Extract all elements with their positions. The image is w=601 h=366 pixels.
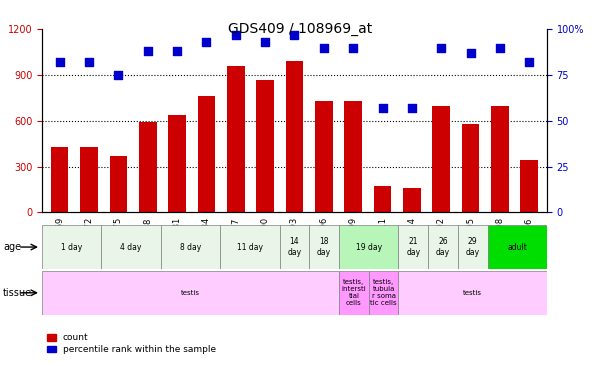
Point (466, 50, 475, 56)
Point (143, 48, 153, 54)
Bar (139, 122, 156, 212)
Bar (433, 105, 450, 212)
Bar (51, 147, 69, 212)
Point (290, 32, 299, 38)
FancyBboxPatch shape (487, 225, 547, 269)
Point (349, 45, 358, 51)
Point (114, 72, 123, 78)
Text: 19 day: 19 day (356, 243, 382, 251)
Bar (344, 101, 362, 212)
Text: 11 day: 11 day (237, 243, 263, 251)
Bar (491, 105, 509, 212)
Point (84, 59, 94, 65)
Text: 1 day: 1 day (61, 243, 82, 251)
FancyBboxPatch shape (458, 225, 487, 269)
Bar (315, 101, 332, 212)
Bar (285, 61, 304, 212)
Text: tissue: tissue (3, 288, 32, 298)
Text: testis,
tubula
r soma
tic cells: testis, tubula r soma tic cells (370, 279, 397, 306)
FancyBboxPatch shape (102, 225, 161, 269)
Text: testis,
intersti
tial
cells: testis, intersti tial cells (341, 279, 366, 306)
Bar (520, 160, 538, 212)
Bar (403, 188, 421, 212)
Point (436, 45, 446, 51)
Text: 21
day: 21 day (406, 237, 420, 257)
Text: 8 day: 8 day (180, 243, 201, 251)
Bar (462, 124, 480, 212)
Point (378, 105, 388, 111)
Bar (168, 115, 186, 212)
Point (495, 45, 505, 51)
Point (407, 105, 416, 111)
Text: 14
day: 14 day (287, 237, 302, 257)
Bar (227, 66, 245, 212)
Bar (109, 156, 127, 212)
Text: testis: testis (181, 290, 200, 296)
FancyBboxPatch shape (220, 225, 279, 269)
Text: 18
day: 18 day (317, 237, 331, 257)
Point (260, 39, 270, 45)
Bar (374, 186, 391, 212)
Text: testis: testis (463, 290, 482, 296)
Text: 4 day: 4 day (120, 243, 142, 251)
Point (172, 48, 182, 54)
Point (201, 39, 211, 45)
FancyBboxPatch shape (428, 225, 458, 269)
FancyBboxPatch shape (279, 225, 310, 269)
Text: 26
day: 26 day (436, 237, 450, 257)
FancyBboxPatch shape (398, 225, 428, 269)
Point (319, 45, 329, 51)
FancyBboxPatch shape (369, 271, 398, 315)
FancyBboxPatch shape (310, 225, 339, 269)
Bar (257, 80, 274, 212)
Legend: count, percentile rank within the sample: count, percentile rank within the sample (47, 333, 216, 354)
FancyBboxPatch shape (42, 225, 102, 269)
Point (231, 32, 240, 38)
Bar (198, 96, 215, 212)
FancyBboxPatch shape (398, 271, 547, 315)
FancyBboxPatch shape (339, 271, 369, 315)
Text: adult: adult (507, 243, 527, 251)
FancyBboxPatch shape (161, 225, 220, 269)
FancyBboxPatch shape (339, 225, 398, 269)
Text: 29
day: 29 day (466, 237, 480, 257)
Point (55, 59, 64, 65)
Point (525, 59, 534, 65)
Text: GDS409 / 108969_at: GDS409 / 108969_at (228, 22, 373, 36)
Bar (80, 147, 98, 212)
FancyBboxPatch shape (42, 271, 339, 315)
Text: age: age (3, 242, 21, 252)
